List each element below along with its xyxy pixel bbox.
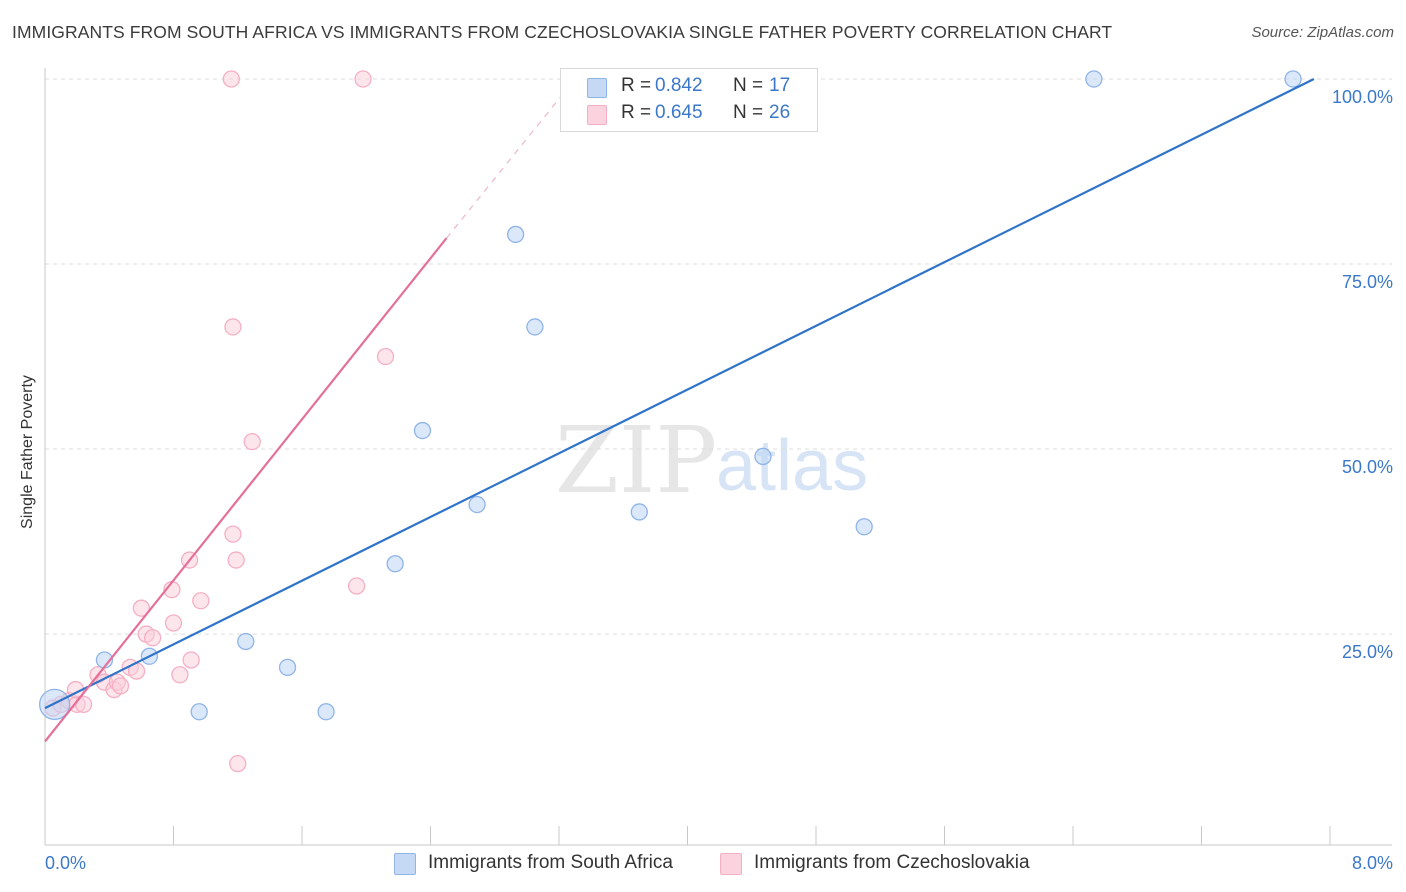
y-axis-label: Single Father Poverty (19, 375, 36, 529)
point-czechoslovakia (347, 577, 366, 595)
bottom-legend-label-south-africa: Immigrants from South Africa (428, 852, 673, 873)
legend-swatch-south-africa (587, 78, 607, 98)
point-south-africa (278, 658, 297, 677)
legend-n-value-czechoslovakia: 26 (769, 102, 791, 123)
x-tick-label-min: 0.0% (45, 853, 86, 873)
legend-r-value-south-africa: 0.842 (655, 75, 703, 96)
point-south-africa (386, 555, 404, 573)
point-czechoslovakia (224, 318, 242, 336)
legend-r-label: R = (621, 75, 652, 96)
chart-title: IMMIGRANTS FROM SOUTH AFRICA VS IMMIGRAN… (12, 22, 1113, 42)
point-czechoslovakia (376, 347, 395, 366)
point-czechoslovakia (222, 70, 240, 88)
bottom-legend-swatch-south-africa (394, 853, 416, 875)
trendline-czechoslovakia (44, 237, 448, 743)
legend-n-label: N = (733, 102, 764, 123)
point-south-africa (855, 518, 873, 536)
point-south-africa (506, 225, 525, 244)
correlation-legend: R = 0.842 N = 17 R = 0.645 N = 26 (560, 68, 818, 132)
point-czechoslovakia (143, 629, 162, 647)
point-czechoslovakia (229, 754, 247, 773)
point-south-africa (413, 421, 432, 440)
y-tick-label: 100.0% (1332, 87, 1393, 107)
point-czechoslovakia (111, 677, 130, 695)
legend-n-label: N = (733, 75, 764, 96)
point-south-africa (317, 703, 335, 721)
chart-source: Source: ZipAtlas.com (1251, 24, 1394, 41)
watermark-atlas: atlas (716, 426, 868, 506)
bottom-legend-swatch-czechoslovakia (720, 853, 742, 875)
point-czechoslovakia (224, 525, 242, 543)
point-south-africa (1284, 70, 1302, 88)
bottom-legend-label-czechoslovakia: Immigrants from Czechoslovakia (754, 852, 1030, 873)
watermark-zip: ZIP (555, 407, 717, 514)
point-czechoslovakia (227, 551, 245, 569)
point-czechoslovakia (171, 666, 189, 684)
point-czechoslovakia (243, 432, 261, 451)
x-tick-label-max: 8.0% (1352, 853, 1393, 873)
point-czechoslovakia (192, 592, 210, 610)
y-tick-label: 25.0% (1342, 642, 1393, 662)
point-south-africa (526, 318, 544, 336)
point-south-africa (190, 703, 208, 721)
point-czechoslovakia (132, 599, 151, 617)
point-south-africa (468, 495, 486, 514)
legend-r-label: R = (621, 102, 652, 123)
point-south-africa (630, 503, 648, 521)
y-tick-label: 75.0% (1342, 272, 1393, 292)
trendline-south-africa (44, 78, 1315, 710)
trendline-czechoslovakia-extension (446, 78, 576, 239)
legend-r-value-czechoslovakia: 0.645 (655, 102, 703, 123)
point-czechoslovakia (354, 70, 372, 88)
point-south-africa (237, 632, 255, 651)
point-south-africa (754, 447, 772, 466)
point-czechoslovakia (164, 614, 183, 632)
y-tick-label: 50.0% (1342, 457, 1393, 477)
legend-n-value-south-africa: 17 (769, 75, 791, 96)
legend-swatch-czechoslovakia (587, 105, 607, 125)
point-south-africa (1085, 70, 1103, 88)
point-czechoslovakia (182, 651, 200, 669)
